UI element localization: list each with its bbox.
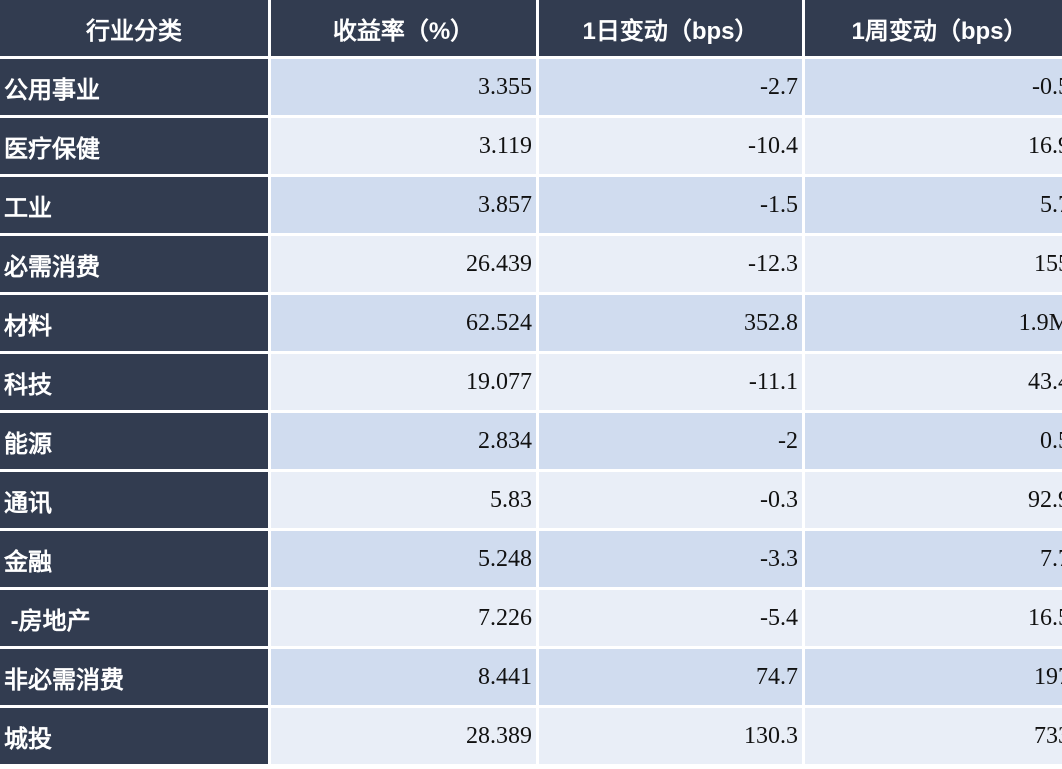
value-cell: -3.3	[539, 531, 802, 587]
value-cell: 8.441	[271, 649, 536, 705]
value-cell: 5.7	[805, 177, 1062, 233]
value-cell: 7.226	[271, 590, 536, 646]
row-label: 公用事业	[0, 59, 268, 115]
row-label: 必需消费	[0, 236, 268, 292]
value-cell: -1.5	[539, 177, 802, 233]
value-cell: 0.5	[805, 413, 1062, 469]
row-label: 科技	[0, 354, 268, 410]
value-cell: 197	[805, 649, 1062, 705]
table-row: 材料 62.524 352.8 1.9M	[0, 295, 1062, 351]
value-cell: -11.1	[539, 354, 802, 410]
value-cell: 1.9M	[805, 295, 1062, 351]
value-cell: 26.439	[271, 236, 536, 292]
value-cell: 5.248	[271, 531, 536, 587]
value-cell: 28.389	[271, 708, 536, 764]
value-cell: 3.119	[271, 118, 536, 174]
header-row: 行业分类 收益率（%） 1日变动（bps） 1周变动（bps）	[0, 0, 1062, 56]
table-row: 工业3.857-1.55.7	[0, 177, 1062, 233]
table-row: 通讯5.83-0.392.9	[0, 472, 1062, 528]
value-cell: 155	[805, 236, 1062, 292]
row-label: 医疗保健	[0, 118, 268, 174]
table-row: 金融5.248-3.37.7	[0, 531, 1062, 587]
row-label: 能源	[0, 413, 268, 469]
value-cell: 733	[805, 708, 1062, 764]
value-cell: 5.83	[271, 472, 536, 528]
value-cell: 92.9	[805, 472, 1062, 528]
value-cell: -2.7	[539, 59, 802, 115]
value-cell: -10.4	[539, 118, 802, 174]
value-cell: 3.857	[271, 177, 536, 233]
value-cell: 43.4	[805, 354, 1062, 410]
value-cell: 3.355	[271, 59, 536, 115]
row-label: 非必需消费	[0, 649, 268, 705]
row-label: 通讯	[0, 472, 268, 528]
header-cell: 行业分类	[0, 0, 268, 56]
row-label: -房地产	[0, 590, 268, 646]
value-cell: 352.8	[539, 295, 802, 351]
table-body: 公用事业3.355-2.7-0.5医疗保健3.119-10.416.9工业3.8…	[0, 59, 1062, 764]
value-cell: 130.3	[539, 708, 802, 764]
value-cell: 2.834	[271, 413, 536, 469]
value-cell: 16.5	[805, 590, 1062, 646]
row-label: 金融	[0, 531, 268, 587]
value-cell: 74.7	[539, 649, 802, 705]
value-cell: 7.7	[805, 531, 1062, 587]
row-label: 材料	[0, 295, 268, 351]
value-cell: 62.524	[271, 295, 536, 351]
header-cell: 收益率（%）	[271, 0, 536, 56]
value-cell: 16.9	[805, 118, 1062, 174]
value-cell: -12.3	[539, 236, 802, 292]
value-cell: 19.077	[271, 354, 536, 410]
value-cell: -5.4	[539, 590, 802, 646]
row-label: 城投	[0, 708, 268, 764]
header-cell: 1日变动（bps）	[539, 0, 802, 56]
value-cell: -0.3	[539, 472, 802, 528]
value-cell: -0.5	[805, 59, 1062, 115]
value-cell: -2	[539, 413, 802, 469]
row-label: 工业	[0, 177, 268, 233]
table-row: 能源2.834-20.5	[0, 413, 1062, 469]
header-cell: 1周变动（bps）	[805, 0, 1062, 56]
